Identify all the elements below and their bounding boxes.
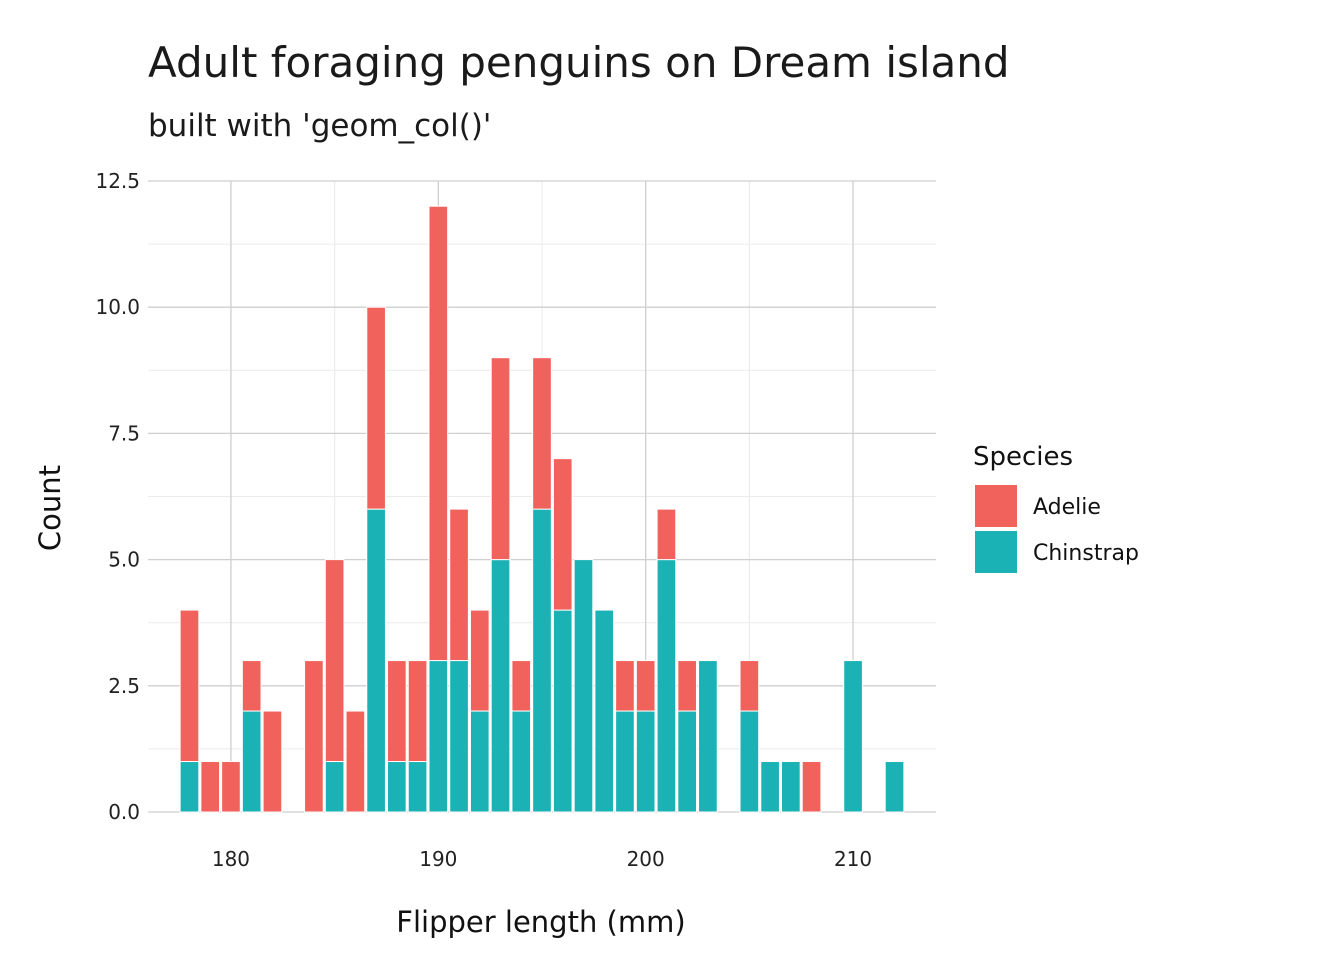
x-tick-label: 190 <box>419 847 457 871</box>
bar-chinstrap-201 <box>656 559 677 813</box>
x-axis-ticks: 180 190 200 210 <box>212 847 872 871</box>
bar-chinstrap-200 <box>635 710 656 813</box>
y-tick-label: 7.5 <box>108 421 140 445</box>
legend: Species Adelie Chinstrap <box>973 442 1139 573</box>
bar-chinstrap-205 <box>739 710 760 813</box>
bar-adelie-189 <box>407 660 428 763</box>
x-tick-label: 180 <box>212 847 250 871</box>
bar-adelie-205 <box>739 660 760 712</box>
bar-adelie-185 <box>324 559 345 763</box>
chart-title: Adult foraging penguins on Dream island <box>148 38 1010 87</box>
x-tick-label: 200 <box>627 847 665 871</box>
bar-adelie-188 <box>387 660 407 763</box>
bar-chinstrap-197 <box>573 559 594 813</box>
bar-chinstrap-181 <box>241 710 262 813</box>
bar-chinstrap-190 <box>428 660 449 813</box>
bar-chinstrap-210 <box>843 660 863 813</box>
bar-chinstrap-192 <box>469 710 490 813</box>
legend-swatch-chinstrap <box>975 531 1017 573</box>
bar-adelie-191 <box>449 508 469 662</box>
legend-swatch-adelie <box>975 485 1017 527</box>
bar-chinstrap-178 <box>179 761 200 813</box>
bar-chinstrap-199 <box>615 710 635 813</box>
bar-adelie-202 <box>677 660 697 712</box>
y-tick-label: 10.0 <box>95 295 140 319</box>
bar-chinstrap-203 <box>698 660 718 813</box>
bar-adelie-187 <box>366 306 386 510</box>
bar-adelie-196 <box>552 458 573 611</box>
bar-chinstrap-193 <box>490 559 511 813</box>
bar-adelie-200 <box>635 660 656 712</box>
bar-adelie-184 <box>304 660 324 813</box>
bar-chinstrap-212 <box>884 761 905 813</box>
bar-adelie-208 <box>801 761 822 813</box>
bars <box>179 205 905 813</box>
bar-chinstrap-185 <box>324 761 345 813</box>
bar-adelie-192 <box>469 609 490 712</box>
bar-chinstrap-189 <box>407 761 428 813</box>
bar-adelie-195 <box>532 357 552 510</box>
bar-adelie-179 <box>200 761 221 813</box>
y-axis-ticks: 0.0 2.5 5.0 7.5 10.0 12.5 <box>95 169 140 824</box>
bar-adelie-178 <box>179 609 200 763</box>
bar-adelie-180 <box>221 761 241 813</box>
bar-chinstrap-195 <box>532 508 552 813</box>
y-tick-label: 0.0 <box>108 800 140 824</box>
bar-adelie-201 <box>656 508 677 561</box>
y-axis-title: Count <box>33 465 67 551</box>
y-tick-label: 5.0 <box>108 548 140 572</box>
bar-adelie-181 <box>241 660 262 712</box>
bar-chinstrap-187 <box>366 508 386 813</box>
y-tick-label: 2.5 <box>108 674 140 698</box>
bar-chinstrap-196 <box>552 609 573 813</box>
x-tick-label: 210 <box>834 847 872 871</box>
legend-label-chinstrap: Chinstrap <box>1033 541 1139 566</box>
bar-adelie-193 <box>490 357 511 561</box>
bar-adelie-182 <box>262 710 283 813</box>
bar-chinstrap-191 <box>449 660 469 813</box>
bar-chinstrap-198 <box>594 609 615 813</box>
y-tick-label: 12.5 <box>95 169 140 193</box>
bar-chinstrap-202 <box>677 710 697 813</box>
legend-label-adelie: Adelie <box>1033 495 1101 520</box>
bar-chinstrap-206 <box>760 761 780 813</box>
bar-chinstrap-188 <box>387 761 407 813</box>
x-axis-title: Flipper length (mm) <box>396 905 685 939</box>
chart-subtitle: built with 'geom_col()' <box>148 108 492 144</box>
bar-chinstrap-207 <box>781 761 801 813</box>
bar-adelie-194 <box>511 660 532 712</box>
legend-title: Species <box>973 442 1073 472</box>
bar-adelie-199 <box>615 660 635 712</box>
bar-chinstrap-194 <box>511 710 532 813</box>
bar-adelie-190 <box>428 205 449 662</box>
bar-adelie-186 <box>345 710 366 813</box>
